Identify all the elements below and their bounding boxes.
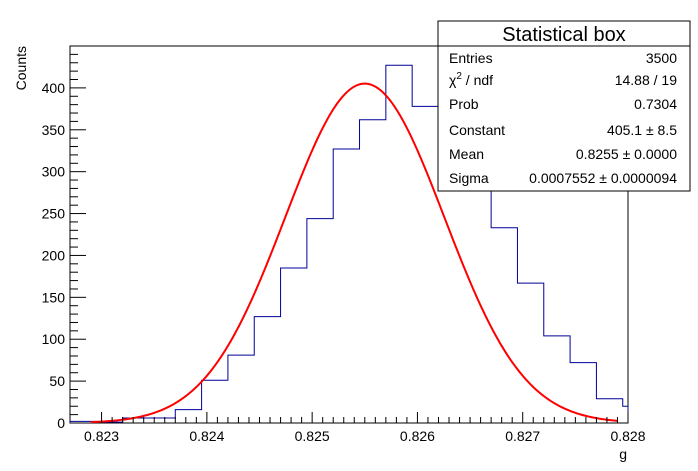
stat-label-entries: Entries <box>449 50 493 66</box>
stat-label-sigma: Sigma <box>449 170 489 186</box>
y-tick-label: 50 <box>49 373 65 389</box>
y-axis-title: Counts <box>13 46 29 90</box>
stat-value-constant: 405.1 ± 8.5 <box>607 122 677 138</box>
y-tick-label: 150 <box>42 289 66 305</box>
histogram-bin <box>228 355 254 423</box>
histogram-bin <box>307 219 333 423</box>
y-tick-label: 400 <box>42 80 66 96</box>
stat-label-constant: Constant <box>449 122 505 138</box>
plot-frame <box>69 45 629 424</box>
histogram-bin <box>149 418 175 423</box>
histogram-bin <box>570 363 596 423</box>
y-tick-label: 200 <box>42 247 66 263</box>
histogram-bin <box>333 149 359 423</box>
gaussian-fit-curve <box>91 82 618 424</box>
stat-label-mean: Mean <box>449 146 484 162</box>
histogram-bin <box>412 106 438 423</box>
y-axis: 0 50 100 150 200 250 300 350 400 <box>42 45 86 431</box>
stat-label-prob: Prob <box>449 96 479 112</box>
statistics-box: Statistical box Entries 3500 χ2 / ndf 14… <box>437 20 691 192</box>
x-axis: 0.823 0.824 0.825 0.826 0.827 0.828 <box>84 412 646 444</box>
stat-value-sigma: 0.0007552 ± 0.0000094 <box>529 170 677 186</box>
x-axis-title: g <box>619 446 627 462</box>
y-tick-label: 100 <box>42 331 66 347</box>
statistics-box-frame <box>437 20 691 192</box>
y-tick-label: 300 <box>42 164 66 180</box>
stat-value-prob: 0.7304 <box>634 96 677 112</box>
statistics-box-title: Statistical box <box>502 24 625 46</box>
y-tick-label: 250 <box>42 206 66 222</box>
histogram-bin <box>517 283 543 423</box>
histogram-bin <box>202 380 228 423</box>
x-tick-label: 0.827 <box>505 428 540 444</box>
stat-value-entries: 3500 <box>646 50 677 66</box>
histogram-bin <box>175 410 201 423</box>
x-tick-label: 0.824 <box>189 428 224 444</box>
y-tick-label: 350 <box>42 122 66 138</box>
y-tick-label: 0 <box>57 415 65 431</box>
x-tick-label: 0.826 <box>400 428 435 444</box>
histogram-outline <box>69 64 629 423</box>
stat-value-chi2-ndf: 14.88 / 19 <box>615 72 677 88</box>
histogram-bin <box>281 268 307 423</box>
x-tick-label: 0.825 <box>295 428 330 444</box>
stat-value-mean: 0.8255 ± 0.0000 <box>576 146 677 162</box>
stat-label-chi2-ndf: χ2 / ndf <box>449 71 493 88</box>
x-tick-label: 0.828 <box>610 428 645 444</box>
histogram-bin <box>386 65 412 423</box>
histogram-bin <box>491 228 517 423</box>
histogram-bin <box>360 120 386 423</box>
x-tick-label: 0.823 <box>84 428 119 444</box>
histogram-bin <box>254 317 280 423</box>
histogram-bin <box>623 406 628 423</box>
